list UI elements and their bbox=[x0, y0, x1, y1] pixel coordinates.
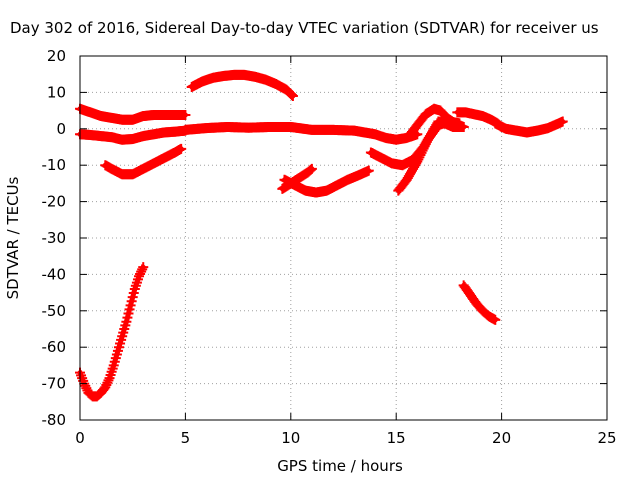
data-point bbox=[413, 154, 424, 165]
data-point bbox=[286, 90, 297, 101]
data-point bbox=[420, 139, 431, 150]
data-point bbox=[138, 262, 149, 273]
data-point bbox=[414, 152, 425, 163]
series-arc-deep bbox=[75, 262, 149, 402]
y-tick-label: -60 bbox=[42, 338, 67, 356]
y-tick-label: -70 bbox=[42, 375, 67, 393]
data-point bbox=[101, 379, 112, 390]
y-tick-label: -40 bbox=[42, 265, 67, 283]
x-tick-label: 15 bbox=[387, 429, 406, 447]
data-point bbox=[137, 264, 148, 275]
ticks: 0 5 10 15 20 25 -80 -70 -60 -50 -40 -30 -20 -10 0 10 20 bbox=[42, 47, 617, 447]
series-arc-short bbox=[277, 163, 317, 194]
data-point bbox=[458, 121, 469, 132]
data-point bbox=[415, 150, 426, 161]
data-point bbox=[135, 268, 146, 279]
plot-frame bbox=[79, 55, 608, 421]
y-tick-label: -50 bbox=[42, 302, 67, 320]
data-point bbox=[490, 314, 501, 325]
y-tick-label: 10 bbox=[47, 83, 66, 101]
data-point bbox=[557, 116, 568, 127]
chart-title: Day 302 of 2016, Sidereal Day-to-day VTE… bbox=[10, 19, 599, 37]
series-arc-minus10 bbox=[100, 143, 187, 180]
series-arc-lump bbox=[403, 103, 469, 142]
data-point bbox=[285, 88, 296, 99]
data-point bbox=[417, 145, 428, 156]
series-arc-right2 bbox=[490, 116, 568, 138]
series-arc-late bbox=[458, 280, 501, 325]
y-tick-label: -80 bbox=[42, 411, 67, 429]
x-tick-label: 10 bbox=[281, 429, 300, 447]
data-point bbox=[412, 156, 423, 167]
x-axis-label: GPS time / hours bbox=[277, 457, 403, 475]
data-point bbox=[416, 147, 427, 158]
data-point bbox=[136, 266, 147, 277]
y-tick-label: 20 bbox=[47, 47, 66, 65]
data-point bbox=[102, 377, 113, 388]
data-point bbox=[81, 383, 92, 394]
data-point bbox=[306, 163, 317, 174]
data-point bbox=[180, 109, 191, 120]
data-point bbox=[134, 271, 145, 282]
x-tick-label: 5 bbox=[181, 429, 191, 447]
data-point bbox=[418, 143, 429, 154]
data-point bbox=[363, 165, 374, 176]
data-point bbox=[100, 382, 111, 393]
y-tick-label: -20 bbox=[42, 193, 67, 211]
y-axis-label: SDTVAR / TECUs bbox=[4, 176, 22, 299]
series-arc-plus5 bbox=[75, 103, 191, 125]
y-tick-label: -30 bbox=[42, 229, 67, 247]
series-arc-minus1 bbox=[75, 125, 191, 145]
series-arc-long bbox=[180, 121, 423, 145]
data-point bbox=[419, 141, 430, 152]
y-tick-label: 0 bbox=[56, 120, 66, 138]
series-arc-top bbox=[186, 69, 298, 102]
x-tick-label: 20 bbox=[492, 429, 511, 447]
data-point bbox=[80, 380, 91, 391]
data-marks bbox=[75, 69, 568, 402]
y-tick-label: -10 bbox=[42, 156, 67, 174]
data-point bbox=[103, 375, 114, 386]
data-point bbox=[287, 91, 298, 102]
x-tick-label: 0 bbox=[75, 429, 85, 447]
data-point bbox=[176, 143, 187, 154]
x-tick-label: 25 bbox=[597, 429, 616, 447]
